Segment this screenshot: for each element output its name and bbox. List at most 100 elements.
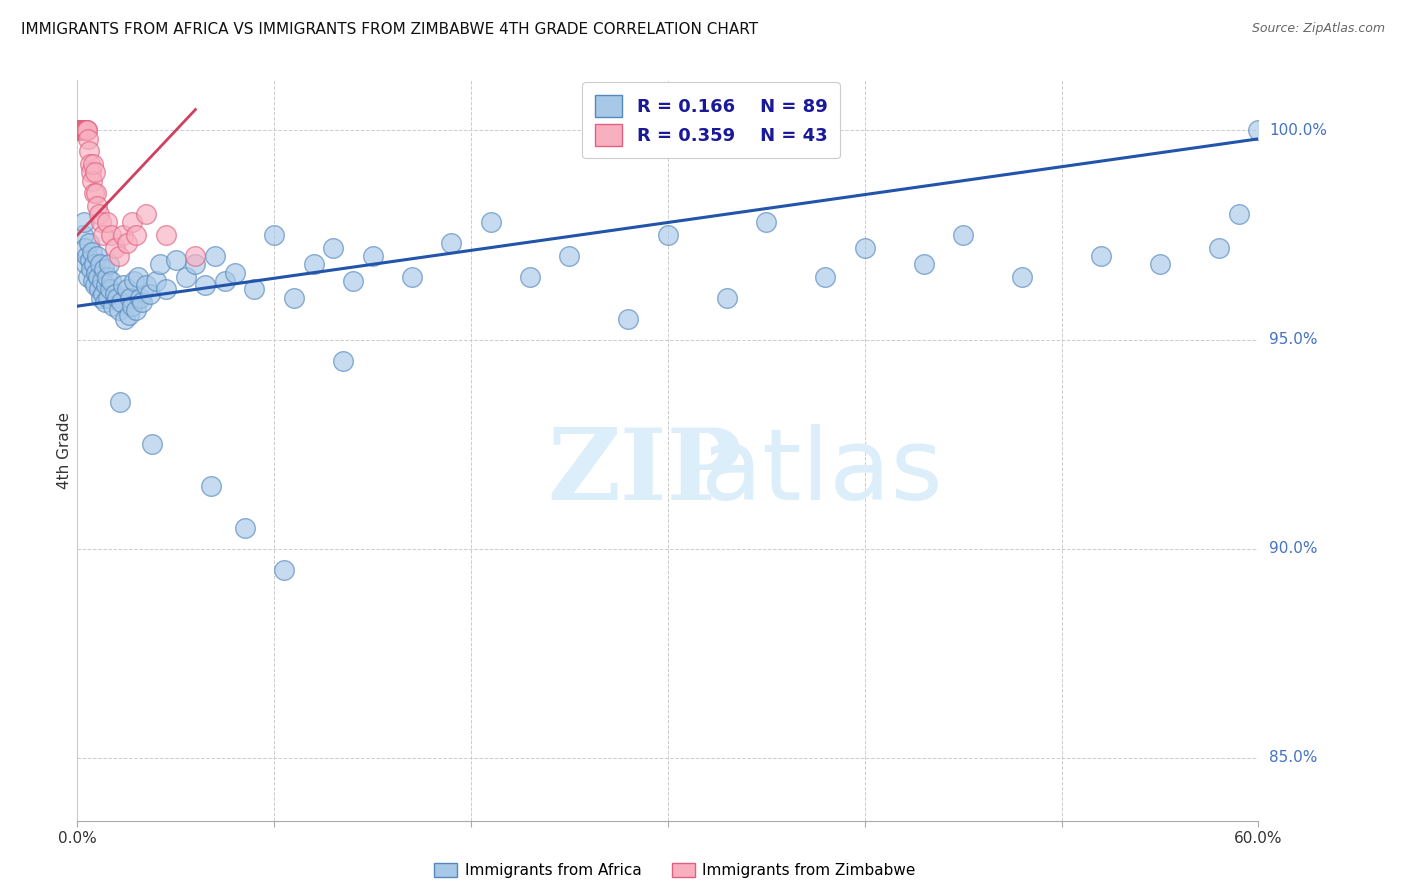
Point (72, 123, 94, 137)
Point (108, 395, 131, 409)
Point (125, 303, 148, 318)
Point (72, 123, 94, 137)
Point (91, 286, 114, 301)
Point (617, 311, 640, 326)
Point (80, 261, 103, 276)
Point (98, 282, 121, 296)
Point (657, 228, 679, 243)
Point (302, 257, 325, 271)
Point (124, 274, 146, 288)
Point (84, 266, 107, 280)
Point (84, 278, 107, 293)
Text: 85.0%: 85.0% (1270, 750, 1317, 765)
Point (273, 563, 295, 577)
Point (75, 123, 97, 137)
Point (115, 236, 138, 251)
Point (120, 291, 142, 305)
Point (69, 123, 91, 137)
Point (82, 157, 104, 171)
Point (87, 207, 110, 221)
Point (75, 123, 97, 137)
Point (70, 123, 93, 137)
Point (90, 215, 112, 229)
Point (83, 186, 105, 201)
Point (97, 291, 120, 305)
Point (91, 228, 114, 243)
Point (70, 123, 93, 137)
Point (75, 257, 97, 271)
Point (1247, 123, 1270, 137)
Point (73, 215, 96, 229)
Point (97, 257, 120, 271)
Text: Source: ZipAtlas.com: Source: ZipAtlas.com (1251, 22, 1385, 36)
Point (82, 244, 104, 259)
Point (111, 228, 134, 243)
Point (139, 286, 162, 301)
Point (80, 165, 103, 179)
Point (853, 241, 876, 255)
Point (165, 253, 187, 268)
Point (76, 123, 98, 137)
Point (86, 249, 108, 263)
Point (125, 228, 148, 243)
Point (141, 437, 163, 451)
Point (82, 274, 104, 288)
Point (342, 274, 364, 288)
Point (194, 278, 217, 293)
Point (70, 123, 93, 137)
Point (127, 269, 149, 284)
Point (84, 165, 107, 179)
Point (67, 123, 90, 137)
Point (1208, 241, 1230, 255)
Point (174, 269, 197, 284)
Point (94, 278, 117, 293)
Legend: R = 0.166    N = 89, R = 0.359    N = 43: R = 0.166 N = 89, R = 0.359 N = 43 (582, 82, 839, 159)
Point (322, 241, 344, 255)
Point (114, 311, 136, 326)
Point (440, 236, 463, 251)
Point (77, 269, 100, 284)
Point (107, 249, 129, 263)
Point (184, 249, 207, 263)
Point (149, 257, 172, 271)
Point (104, 286, 127, 301)
Point (75, 241, 97, 255)
Point (72, 123, 94, 137)
Point (100, 228, 122, 243)
Point (243, 282, 266, 296)
Point (77, 132, 100, 146)
Point (96, 269, 118, 284)
Point (70, 123, 93, 137)
Point (912, 257, 935, 271)
Point (155, 228, 177, 243)
Point (87, 269, 110, 284)
Point (107, 303, 129, 318)
Point (716, 291, 738, 305)
Point (76, 123, 98, 137)
Point (224, 266, 246, 280)
Point (87, 282, 110, 296)
Point (332, 353, 354, 368)
Point (96, 215, 118, 229)
Point (519, 269, 541, 284)
Point (77, 145, 100, 159)
Point (135, 278, 157, 293)
Point (84, 186, 107, 201)
Point (110, 295, 132, 310)
Point (93, 261, 115, 276)
Text: IMMIGRANTS FROM AFRICA VS IMMIGRANTS FROM ZIMBABWE 4TH GRADE CORRELATION CHART: IMMIGRANTS FROM AFRICA VS IMMIGRANTS FRO… (21, 22, 758, 37)
Point (117, 308, 139, 322)
Point (67, 123, 90, 137)
Point (263, 228, 285, 243)
Point (76, 249, 98, 263)
Point (121, 215, 143, 229)
Text: 95.0%: 95.0% (1270, 332, 1317, 347)
Text: atlas: atlas (700, 425, 942, 521)
Point (233, 521, 256, 535)
Point (82, 174, 104, 188)
Point (75, 123, 97, 137)
Y-axis label: 4th Grade: 4th Grade (56, 412, 72, 489)
Point (111, 278, 134, 293)
Point (401, 269, 423, 284)
Point (200, 479, 222, 493)
